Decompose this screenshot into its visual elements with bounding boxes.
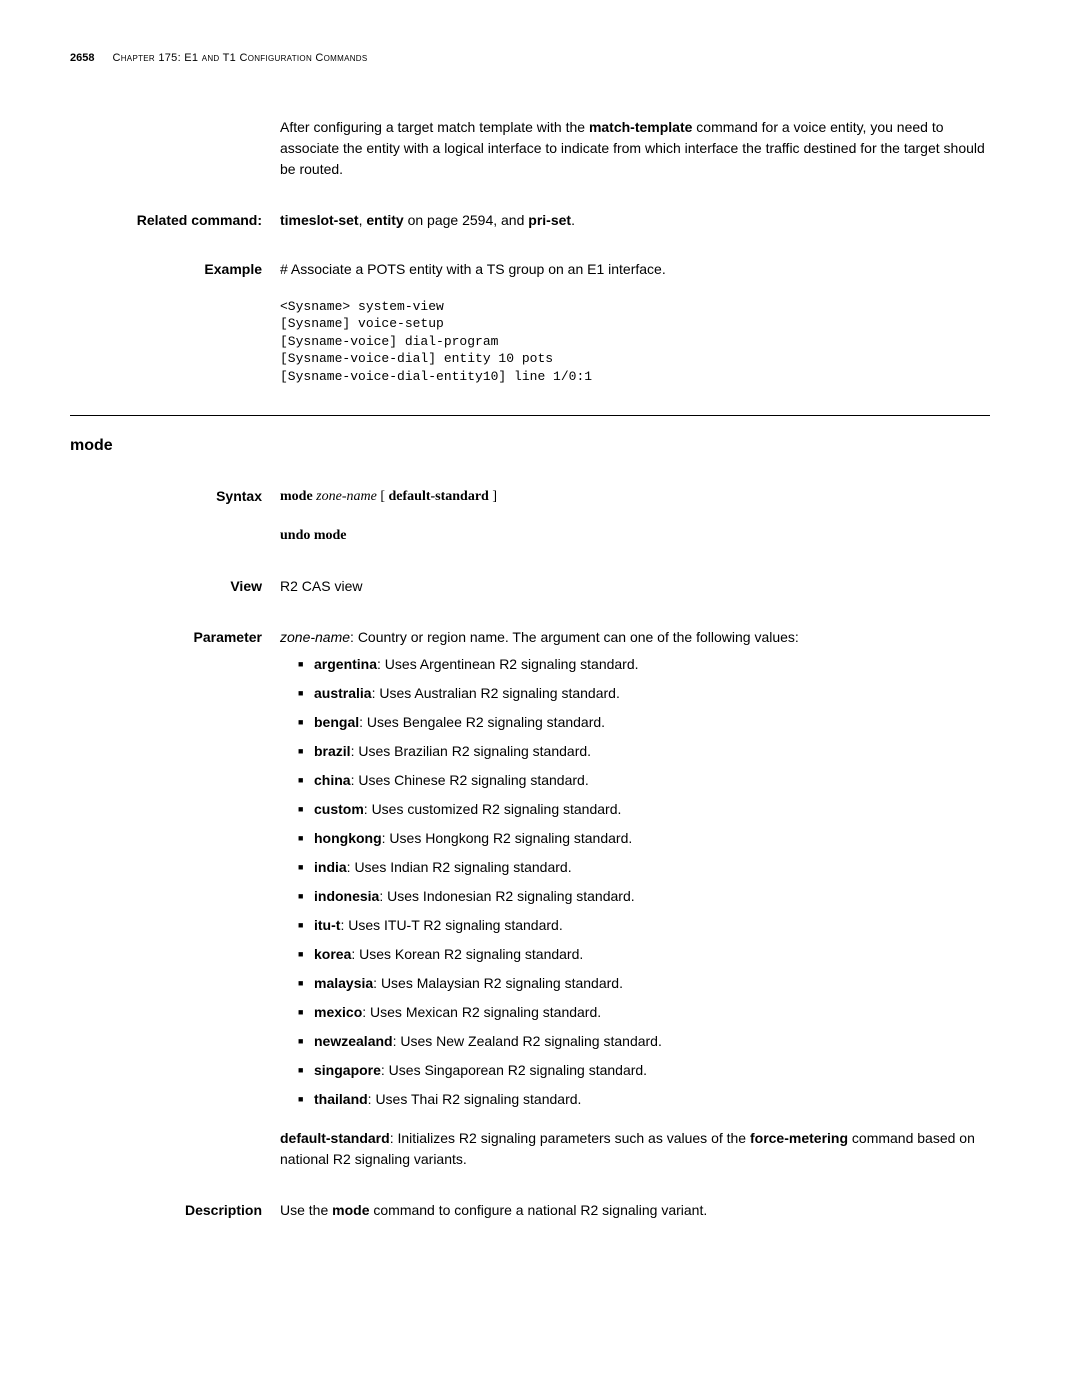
related-pri-set: pri-set [528,212,571,228]
example-description: # Associate a POTS entity with a TS grou… [280,259,990,280]
param-default-mid: : Initializes R2 signaling parameters su… [390,1130,750,1146]
param-value-desc: : Uses Argentinean R2 signaling standard… [377,656,639,672]
param-value-item: hongkong: Uses Hongkong R2 signaling sta… [298,828,990,849]
param-value-desc: : Uses Korean R2 signaling standard. [351,946,583,962]
param-value-desc: : Uses Malaysian R2 signaling standard. [373,975,623,991]
intro-paragraph-row: After configuring a target match templat… [70,117,990,180]
description-kw-mode: mode [332,1202,369,1218]
param-value-desc: : Uses Thai R2 signaling standard. [368,1091,582,1107]
example-label: Example [70,259,280,386]
view-row: View R2 CAS view [70,576,990,597]
param-default-standard-kw: default-standard [280,1130,390,1146]
param-force-metering-kw: force-metering [750,1130,848,1146]
intro-text-prefix: After configuring a target match templat… [280,119,589,135]
param-intro-rest: : Country or region name. The argument c… [350,629,799,645]
example-row: Example # Associate a POTS entity with a… [70,259,990,386]
param-value-item: india: Uses Indian R2 signaling standard… [298,857,990,878]
param-value-name: thailand [314,1091,368,1107]
related-command-row: Related command: timeslot-set, entity on… [70,210,990,231]
param-value-name: indonesia [314,888,379,904]
param-value-desc: : Uses New Zealand R2 signaling standard… [393,1033,662,1049]
syntax-bracket-close: ] [489,489,497,504]
param-value-name: argentina [314,656,377,672]
param-default-standard-line: default-standard: Initializes R2 signali… [280,1128,990,1170]
param-value-desc: : Uses customized R2 signaling standard. [364,801,622,817]
param-value-item: itu-t: Uses ITU-T R2 signaling standard. [298,915,990,936]
param-value-item: malaysia: Uses Malaysian R2 signaling st… [298,973,990,994]
param-value-desc: : Uses Singaporean R2 signaling standard… [381,1062,647,1078]
param-value-desc: : Uses Brazilian R2 signaling standard. [351,743,591,759]
param-value-item: newzealand: Uses New Zealand R2 signalin… [298,1031,990,1052]
param-value-desc: : Uses ITU-T R2 signaling standard. [340,917,562,933]
parameter-label: Parameter [70,627,280,1170]
page-number: 2658 [70,50,94,67]
intro-bold-match-template: match-template [589,119,692,135]
param-value-name: itu-t [314,917,340,933]
syntax-kw-mode: mode [280,489,313,504]
param-value-item: brazil: Uses Brazilian R2 signaling stan… [298,741,990,762]
param-value-item: mexico: Uses Mexican R2 signaling standa… [298,1002,990,1023]
param-value-item: indonesia: Uses Indonesian R2 signaling … [298,886,990,907]
description-row: Description Use the mode command to conf… [70,1200,990,1221]
param-value-desc: : Uses Australian R2 signaling standard. [372,685,620,701]
param-value-name: india [314,859,347,875]
related-timeslot-set: timeslot-set [280,212,359,228]
param-value-name: custom [314,801,364,817]
description-post: command to configure a national R2 signa… [369,1202,707,1218]
param-value-desc: : Uses Mexican R2 signaling standard. [362,1004,601,1020]
description-pre: Use the [280,1202,332,1218]
param-value-name: malaysia [314,975,373,991]
syntax-kw-default-standard: default-standard [389,489,489,504]
param-value-name: newzealand [314,1033,393,1049]
param-value-item: custom: Uses customized R2 signaling sta… [298,799,990,820]
param-value-name: hongkong [314,830,382,846]
param-value-desc: : Uses Bengalee R2 signaling standard. [359,714,605,730]
syntax-label: Syntax [70,486,280,546]
example-code-block: <Sysname> system-view [Sysname] voice-se… [280,298,990,386]
related-tail: . [571,212,575,228]
param-value-item: australia: Uses Australian R2 signaling … [298,683,990,704]
param-value-desc: : Uses Chinese R2 signaling standard. [351,772,589,788]
related-sep2: on page 2594, and [404,212,529,228]
param-zone-name: zone-name [280,629,350,645]
param-value-desc: : Uses Indonesian R2 signaling standard. [379,888,634,904]
param-value-name: australia [314,685,372,701]
param-value-item: thailand: Uses Thai R2 signaling standar… [298,1089,990,1110]
param-value-name: mexico [314,1004,362,1020]
param-value-desc: : Uses Hongkong R2 signaling standard. [382,830,633,846]
related-command-label: Related command: [70,210,280,231]
syntax-arg-zone-name: zone-name [316,489,377,504]
param-value-item: singapore: Uses Singaporean R2 signaling… [298,1060,990,1081]
syntax-undo-mode: undo mode [280,525,990,546]
param-value-name: bengal [314,714,359,730]
parameter-row: Parameter zone-name: Country or region n… [70,627,990,1170]
param-value-name: korea [314,946,351,962]
syntax-bracket-open: [ [377,489,389,504]
param-value-item: china: Uses Chinese R2 signaling standar… [298,770,990,791]
syntax-row: Syntax mode zone-name [ default-standard… [70,486,990,546]
view-label: View [70,576,280,597]
param-value-desc: : Uses Indian R2 signaling standard. [347,859,572,875]
param-value-name: china [314,772,351,788]
param-value-name: singapore [314,1062,381,1078]
section-title-mode: mode [70,434,990,458]
param-value-list: argentina: Uses Argentinean R2 signaling… [280,654,990,1110]
section-divider [70,415,990,416]
chapter-title: Chapter 175: E1 and T1 Configuration Com… [112,50,367,67]
description-label: Description [70,1200,280,1221]
param-value-item: argentina: Uses Argentinean R2 signaling… [298,654,990,675]
page-header: 2658 Chapter 175: E1 and T1 Configuratio… [70,50,990,67]
related-entity: entity [366,212,403,228]
view-text: R2 CAS view [280,576,990,597]
param-value-name: brazil [314,743,351,759]
param-value-item: korea: Uses Korean R2 signaling standard… [298,944,990,965]
param-value-item: bengal: Uses Bengalee R2 signaling stand… [298,712,990,733]
